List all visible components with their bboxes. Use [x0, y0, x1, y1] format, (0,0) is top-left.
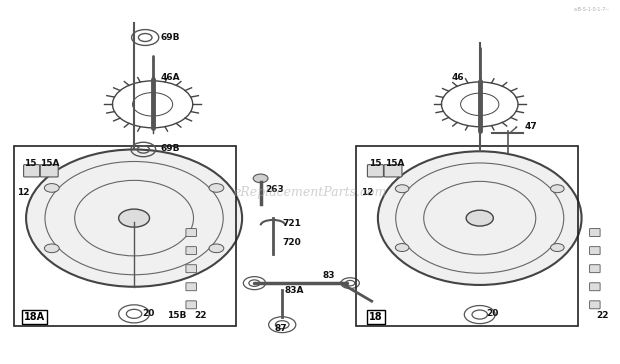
Circle shape [209, 244, 224, 253]
Text: 69B: 69B [161, 33, 180, 42]
FancyBboxPatch shape [24, 165, 40, 177]
Circle shape [45, 183, 59, 192]
Text: 15A: 15A [384, 159, 404, 169]
FancyBboxPatch shape [186, 283, 197, 291]
Text: 46: 46 [452, 73, 464, 82]
Text: 263: 263 [265, 185, 285, 194]
Text: 12: 12 [17, 188, 29, 197]
Text: 22: 22 [195, 311, 207, 320]
Circle shape [396, 244, 409, 252]
Text: 83: 83 [322, 272, 335, 280]
Text: 20: 20 [486, 309, 498, 318]
FancyBboxPatch shape [590, 247, 600, 254]
Text: 83A: 83A [284, 286, 304, 295]
Circle shape [396, 185, 409, 193]
Text: 15: 15 [369, 159, 381, 169]
Text: a-B-S-1-0-1-7--: a-B-S-1-0-1-7-- [574, 7, 609, 12]
Circle shape [253, 174, 268, 183]
FancyBboxPatch shape [186, 229, 197, 237]
Circle shape [118, 209, 149, 227]
Text: 47: 47 [525, 122, 538, 131]
Ellipse shape [378, 151, 582, 285]
Text: 69B: 69B [161, 144, 180, 153]
Ellipse shape [26, 150, 242, 287]
Text: 721: 721 [283, 219, 302, 228]
FancyBboxPatch shape [590, 265, 600, 273]
FancyArrowPatch shape [510, 127, 516, 133]
Circle shape [551, 244, 564, 252]
Text: 46A: 46A [161, 73, 180, 82]
FancyBboxPatch shape [590, 301, 600, 309]
Text: 20: 20 [142, 309, 154, 318]
Text: 15A: 15A [40, 159, 60, 169]
FancyBboxPatch shape [186, 265, 197, 273]
Text: 87: 87 [275, 324, 288, 333]
FancyBboxPatch shape [40, 165, 58, 177]
Text: 18A: 18A [24, 312, 45, 322]
Circle shape [551, 185, 564, 193]
Text: 22: 22 [596, 311, 608, 320]
FancyBboxPatch shape [186, 247, 197, 254]
Text: 15B: 15B [167, 311, 186, 320]
FancyBboxPatch shape [384, 165, 402, 177]
FancyBboxPatch shape [186, 301, 197, 309]
Text: eReplacementParts.com: eReplacementParts.com [233, 186, 387, 199]
FancyBboxPatch shape [590, 283, 600, 291]
FancyBboxPatch shape [368, 165, 383, 177]
Circle shape [45, 244, 59, 253]
Text: 15: 15 [24, 159, 37, 169]
Circle shape [466, 210, 494, 226]
FancyBboxPatch shape [590, 229, 600, 237]
Text: 720: 720 [283, 238, 301, 247]
Text: 18: 18 [370, 312, 383, 322]
Text: 12: 12 [361, 188, 373, 197]
Circle shape [209, 183, 224, 192]
